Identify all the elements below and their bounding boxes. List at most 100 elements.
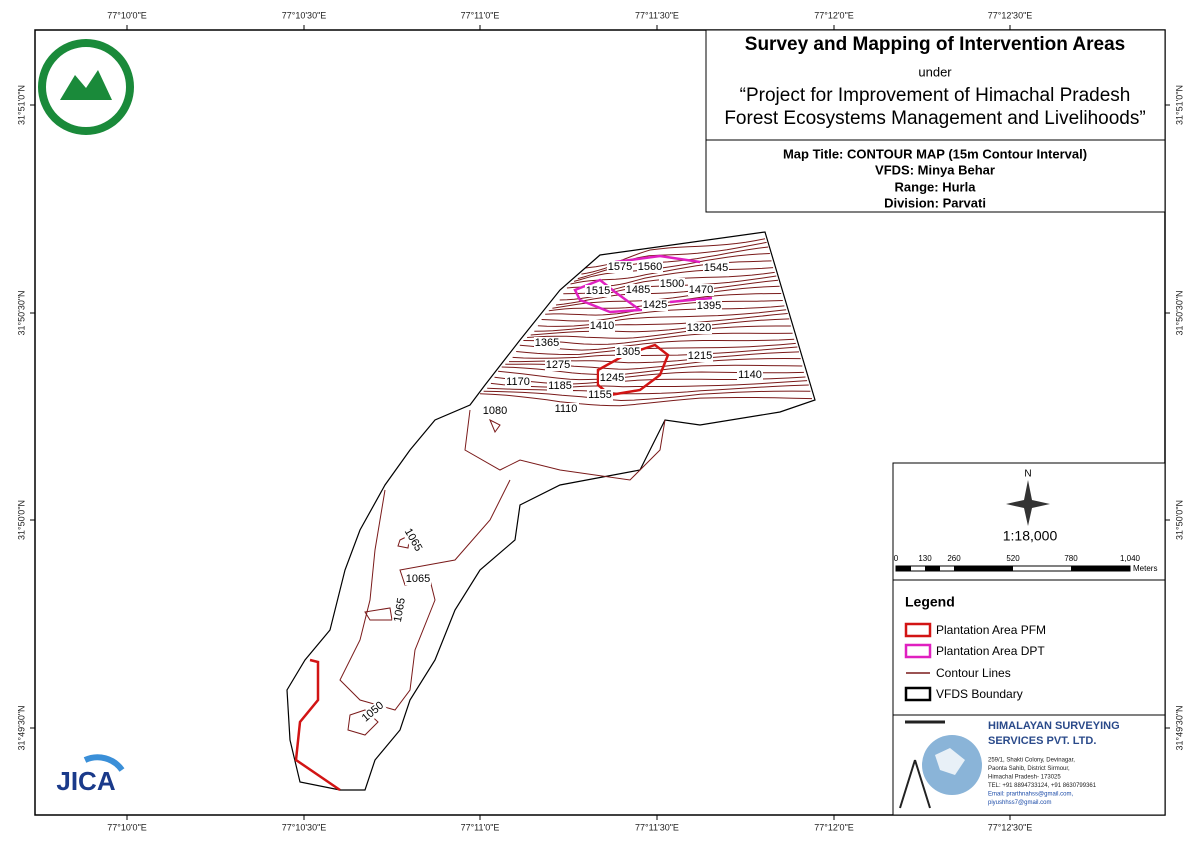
- label-halo: [401, 525, 425, 555]
- coord-label: 77°10'30"E: [282, 822, 327, 832]
- coord-label: 77°12'0"E: [814, 822, 854, 832]
- label-halo: [625, 284, 651, 296]
- coord-label: 77°11'0"E: [461, 822, 500, 832]
- label-halo: [589, 320, 615, 332]
- north-arrow: [1006, 480, 1050, 526]
- coord-label: 77°11'30"E: [635, 10, 679, 20]
- coord-label: 31°50'30"N: [1174, 290, 1184, 335]
- contour-line: [483, 390, 811, 402]
- scale-tick-label: 0: [894, 554, 899, 563]
- company-logo: [899, 720, 982, 809]
- address-line: piyushhss7@gmail.com: [988, 800, 1051, 806]
- header-box: [705, 29, 1166, 213]
- project-line: “Project for Improvement of Himachal Pra…: [740, 85, 1131, 106]
- contour-line: [464, 409, 666, 481]
- contour-line: [584, 238, 766, 269]
- scale-bar: 0 130 260 520 780 1,040: [894, 554, 1141, 572]
- label-halo: [687, 350, 713, 362]
- label-halo: [482, 405, 508, 417]
- contour-line: [479, 393, 813, 407]
- contour-label: 1395: [697, 300, 721, 312]
- legend-item: VFDS Boundary: [936, 687, 1023, 701]
- contour-line: [541, 305, 785, 322]
- coord-label: 31°51'0"N: [1174, 85, 1184, 125]
- coord-label: 31°49'30"N: [1174, 705, 1184, 750]
- contour-line: [537, 309, 787, 327]
- company-name: HIMALAYAN SURVEYING: [988, 720, 1120, 732]
- contour-label: 1485: [626, 284, 650, 296]
- address-line: TEL: +91 8894733124, +91 8630799361: [988, 783, 1097, 789]
- contour-label: 1245: [600, 372, 624, 384]
- coord-label: 77°11'0"E: [461, 10, 500, 20]
- plantation-dpt: [573, 254, 713, 314]
- scale-tick-label: 1,040: [1120, 554, 1141, 563]
- label-halo: [359, 699, 387, 725]
- contour-line: [498, 370, 804, 381]
- contour-line: [339, 479, 511, 711]
- scale-bar-segment: [925, 566, 940, 571]
- contour-label: 1560: [638, 261, 662, 273]
- legend-item: Contour Lines: [936, 666, 1011, 680]
- label-halo: [391, 596, 409, 624]
- contour-label: 1515: [586, 285, 610, 297]
- coord-label: 77°10'0"E: [107, 822, 147, 832]
- coord-label: 77°12'0"E: [814, 10, 854, 20]
- range: Range: Hurla: [895, 179, 977, 194]
- label-halo: [637, 261, 663, 273]
- map-title: Map Title: CONTOUR MAP (15m Contour Inte…: [783, 146, 1087, 161]
- contour-line: [527, 325, 791, 339]
- label-halo: [599, 372, 625, 384]
- header-under: under: [918, 64, 952, 79]
- legend-swatch: [904, 643, 932, 659]
- coord-label: 77°12'30"E: [988, 822, 1033, 832]
- contour-label: 1425: [643, 299, 667, 311]
- contour-line: [347, 418, 501, 736]
- vfds: VFDS: Minya Behar: [875, 162, 995, 177]
- header-title: Survey and Mapping of Intervention Areas: [745, 34, 1125, 55]
- contour-label: 1275: [546, 359, 570, 371]
- coord-label: 77°10'30"E: [282, 10, 327, 20]
- address-line: Email: prarthnahss@gmail.com,: [988, 792, 1073, 798]
- address-line: Himachal Pradesh- 173025: [988, 775, 1061, 781]
- coord-label: 77°10'0"E: [107, 10, 147, 20]
- scale-tick-label: 130: [918, 554, 932, 563]
- contour-label: 1500: [660, 278, 684, 290]
- coord-label: 77°11'30"E: [635, 822, 679, 832]
- scale-unit: Meters: [1133, 564, 1157, 573]
- coord-label: 77°12'30"E: [988, 10, 1033, 20]
- label-halo: [659, 278, 685, 290]
- map-frame: [34, 29, 1166, 816]
- label-halo: [686, 322, 712, 334]
- scale-tick-label: 780: [1064, 554, 1078, 563]
- label-halo: [553, 403, 579, 415]
- legend-item: Plantation Area DPT: [936, 644, 1045, 658]
- contour-label: 1065: [406, 573, 430, 585]
- project-line: Forest Ecosystems Management and Livelih…: [724, 108, 1145, 129]
- contour-label: 1110: [555, 403, 578, 415]
- legend-item: Plantation Area PFM: [936, 623, 1046, 637]
- contour-label: 1575: [608, 261, 632, 273]
- company-address: 259/1, Shakti Colony, Devinagar, Paonta S…: [988, 758, 1097, 807]
- coord-label: 31°51'0"N: [16, 85, 26, 125]
- coord-label: 31°50'0"N: [1174, 500, 1184, 540]
- legend-swatch: [904, 686, 932, 702]
- scale-bar-segment: [896, 566, 911, 571]
- contour-line: [534, 313, 788, 332]
- label-halo: [534, 337, 560, 349]
- forest-logo: [38, 39, 134, 135]
- label-halo: [587, 389, 613, 401]
- coord-label: 31°49'30"N: [16, 705, 26, 750]
- label-halo: [607, 261, 633, 273]
- contour-label: 1320: [687, 322, 711, 334]
- legend-swatch: [904, 622, 932, 638]
- contour-line: [530, 318, 790, 336]
- contour-label: 1080: [483, 405, 507, 417]
- label-halo: [585, 285, 611, 297]
- legend-title: Legend: [905, 594, 955, 610]
- contour-label: 1365: [535, 337, 559, 349]
- label-halo: [505, 376, 531, 388]
- contour-label: 1185: [548, 380, 572, 392]
- label-halo: [615, 346, 641, 358]
- scale-tick-label: 260: [947, 554, 961, 563]
